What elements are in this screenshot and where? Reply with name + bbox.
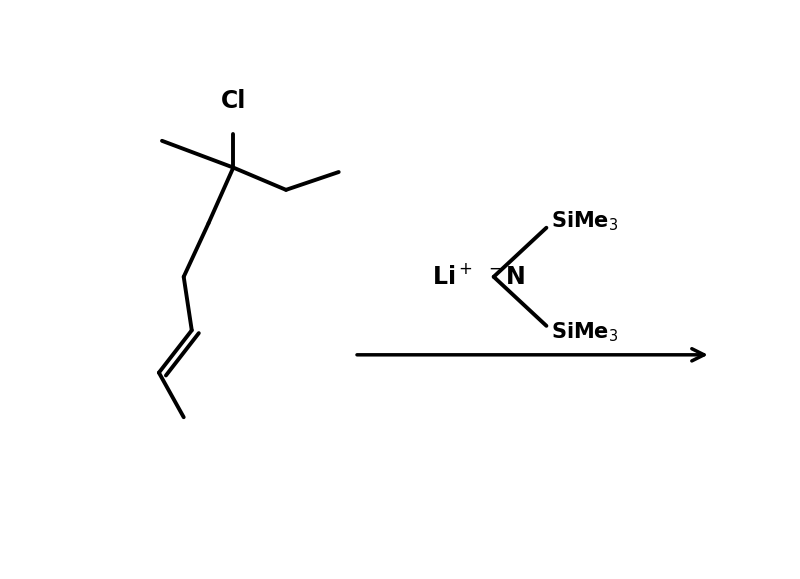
Text: Cl: Cl	[221, 89, 246, 113]
Text: SiMe$_3$: SiMe$_3$	[551, 321, 618, 345]
Text: Li$^+$ $^-$N: Li$^+$ $^-$N	[432, 264, 525, 290]
Text: SiMe$_3$: SiMe$_3$	[551, 209, 618, 233]
